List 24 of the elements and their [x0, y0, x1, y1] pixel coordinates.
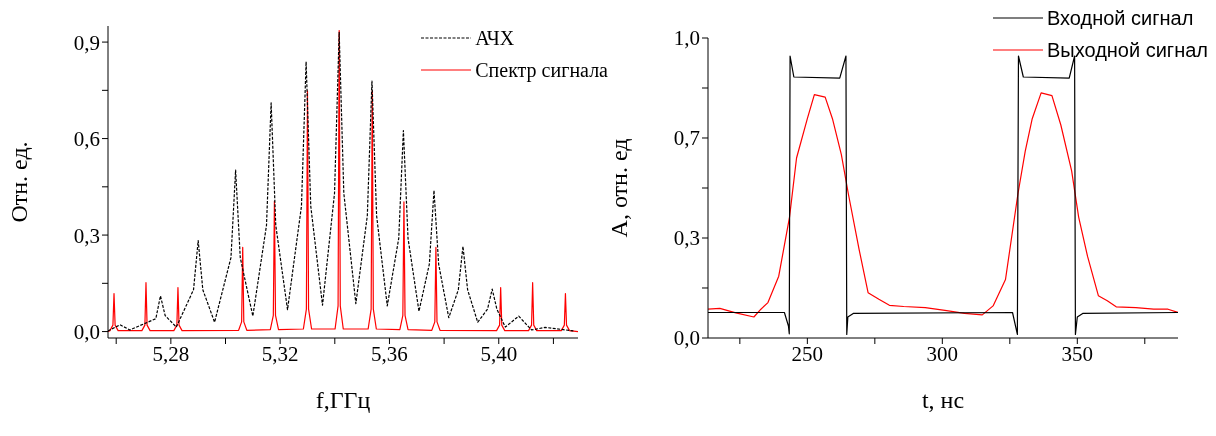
- y-axis-title: A, отн. ед: [605, 138, 632, 238]
- y-tick-label: 0,3: [73, 223, 100, 248]
- y-tick-label: 0,7: [673, 126, 700, 151]
- y-tick-label: 0,3: [673, 226, 700, 251]
- x-tick-label: 250: [791, 341, 824, 366]
- y-axis-title: Отн. ед.: [5, 141, 32, 223]
- x-tick-label: 5,28: [152, 341, 190, 366]
- y-tick-label: 0,9: [73, 30, 100, 55]
- y-tick-label: 1,0: [673, 26, 700, 51]
- line-series: [708, 92, 1178, 318]
- x-tick-label: 5,40: [480, 341, 518, 366]
- x-axis-title: f,ГГц: [315, 387, 371, 413]
- x-tick-label: 5,36: [371, 341, 408, 366]
- x-axis-title: t, нс: [921, 387, 965, 413]
- legend-label: АЧХ: [475, 26, 515, 50]
- x-tick-label: 350: [1061, 341, 1094, 366]
- y-tick-label: 0,0: [673, 326, 700, 351]
- y-tick-label: 0,6: [73, 127, 100, 152]
- legend-label: Выходной сигнал: [1046, 38, 1208, 62]
- legend-label: Спектр сигнала: [475, 58, 608, 82]
- y-tick-label: 0,0: [73, 320, 100, 345]
- x-tick-label: 300: [926, 341, 959, 366]
- legend-label: Входной сигнал: [1046, 6, 1194, 30]
- x-tick-label: 5,32: [261, 341, 299, 366]
